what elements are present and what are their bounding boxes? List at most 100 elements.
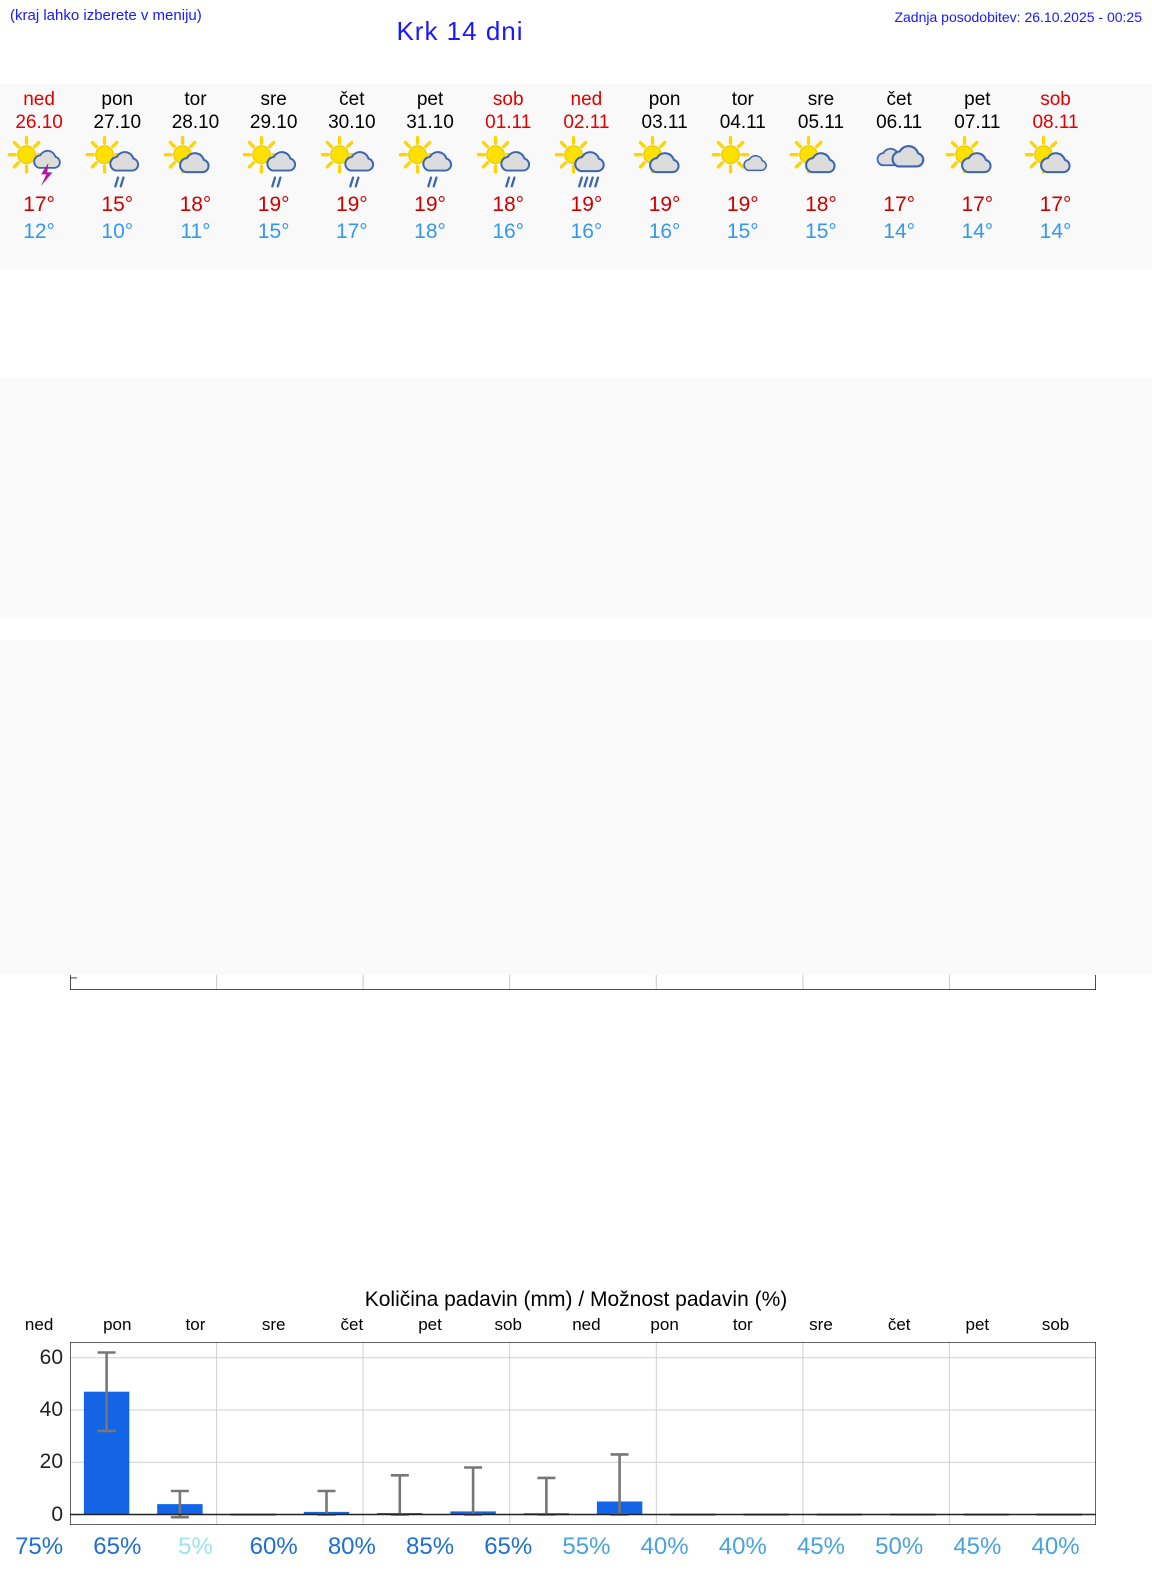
day-of-week: pet	[416, 89, 444, 110]
precip-probability: 65%	[93, 1533, 142, 1560]
day-column[interactable]: ned 26.10 17° 12°	[0, 84, 78, 269]
precip-day-label: sre	[809, 1315, 833, 1334]
sun-cloud-icon	[782, 136, 860, 189]
day-of-week: sre	[807, 89, 835, 110]
day-of-week: ned	[23, 89, 55, 110]
precip-day-label: sob	[1041, 1315, 1070, 1334]
precip-probability: 45%	[953, 1533, 1002, 1560]
temp-min: 14°	[1039, 220, 1072, 243]
temp-max: 17°	[23, 193, 55, 216]
location-hint: (kraj lahko izberete v meniju)	[10, 7, 202, 24]
temp-max: 18°	[492, 193, 525, 216]
temp-max: 19°	[648, 193, 681, 216]
day-of-week: pet	[964, 89, 991, 110]
sun-cloud-rain-icon	[313, 136, 391, 189]
temp-min: 14°	[883, 220, 916, 243]
day-column[interactable]: sob 08.11 17° 14°	[1016, 84, 1094, 269]
day-column[interactable]: tor 28.10 18° 11°	[156, 84, 234, 269]
temp-max: 19°	[570, 193, 603, 216]
day-of-week: ned	[570, 89, 603, 110]
temp-min: 16°	[570, 220, 603, 243]
temp-min: 16°	[648, 220, 681, 243]
day-column[interactable]: ned 02.11 19° 16°	[547, 84, 625, 269]
day-column[interactable]: čet 30.10 19° 17°	[313, 84, 391, 269]
day-date: 08.11	[1032, 112, 1079, 133]
sun-cloud-heavy-rain-icon	[547, 136, 625, 189]
precip-y-tick-label: 60	[39, 1345, 63, 1369]
day-date: 01.11	[485, 112, 532, 133]
day-date: 04.11	[719, 112, 766, 133]
day-column[interactable]: pon 03.11 19° 16°	[626, 84, 704, 269]
sun-cloud-thunder-icon	[0, 136, 78, 189]
temp-min: 15°	[805, 220, 837, 243]
day-column[interactable]: tor 04.11 19° 15°	[704, 84, 782, 269]
day-of-week: pon	[648, 89, 681, 110]
day-date: 07.11	[954, 112, 1001, 133]
precip-day-label: pon	[103, 1315, 132, 1334]
day-of-week: sob	[492, 89, 524, 110]
day-of-week: tor	[184, 89, 207, 110]
precipitation-probability-row: 75% 65% 5% 60% 80% 85% 65% 55% 40% 40% 45% 50% 45% 40…	[0, 1533, 1152, 1578]
precip-day-label: pon	[650, 1315, 679, 1334]
precip-probability: 45%	[796, 1533, 845, 1560]
precip-probability: 80%	[327, 1533, 376, 1560]
temp-max: 17°	[1039, 193, 1072, 216]
day-of-week: sob	[1040, 89, 1071, 110]
temp-min: 16°	[492, 220, 525, 243]
temp-max: 18°	[179, 193, 212, 216]
temp-max: 19°	[335, 193, 368, 216]
day-date: 31.10	[406, 112, 454, 133]
last-updated: Zadnja posodobitev: 26.10.2025 - 00:25	[894, 9, 1142, 25]
temp-min: 11°	[180, 220, 211, 243]
temp-min: 18°	[414, 220, 446, 243]
precip-probability: 55%	[562, 1533, 611, 1560]
precip-probability: 40%	[640, 1533, 689, 1560]
sun-cloud-rain-icon	[235, 136, 313, 189]
temp-max: 17°	[883, 193, 916, 216]
day-date: 06.11	[876, 112, 923, 133]
precip-probability: 85%	[406, 1533, 455, 1560]
day-column[interactable]: pet 31.10 19° 18°	[391, 84, 469, 269]
temp-min: 15°	[726, 220, 759, 243]
temp-max: 19°	[414, 193, 446, 216]
day-of-week: čet	[339, 89, 365, 110]
day-column[interactable]: pet 07.11 17° 14°	[938, 84, 1016, 269]
precip-probability: 60%	[249, 1533, 298, 1560]
day-column[interactable]: sob 01.11 18° 16°	[469, 84, 547, 269]
day-column[interactable]: sre 29.10 19° 15°	[235, 84, 313, 269]
day-column[interactable]: sre 05.11 18° 15°	[782, 84, 860, 269]
day-date: 27.10	[93, 112, 142, 133]
day-of-week: tor	[731, 89, 754, 110]
temp-max: 19°	[726, 193, 759, 216]
precip-day-label: čet	[340, 1315, 364, 1334]
sun-cloud-icon	[938, 136, 1016, 189]
precipitation-chart-title: Količina padavin (mm) / Možnost padavin …	[364, 1288, 788, 1311]
day-date: 03.11	[641, 112, 688, 133]
sun-cloud-rain-icon	[469, 136, 547, 189]
day-date: 02.11	[563, 112, 610, 133]
sun-cloud-icon	[156, 136, 234, 189]
precipitation-plot: 0 20 40 60	[40, 1342, 1096, 1526]
day-date: 29.10	[249, 112, 298, 133]
precip-day-label: ned	[24, 1315, 54, 1334]
day-of-week: sre	[260, 89, 287, 110]
day-date: 26.10	[15, 112, 63, 133]
day-of-week: čet	[886, 89, 912, 110]
precip-probability: 40%	[1031, 1533, 1080, 1560]
sun-small-cloud-icon	[704, 136, 782, 189]
precip-day-label: tor	[732, 1315, 753, 1334]
page-title: Krk 14 dni	[396, 16, 524, 46]
day-date: 30.10	[328, 112, 376, 133]
sun-cloud-rain-icon	[78, 136, 156, 189]
sun-cloud-icon	[626, 136, 704, 189]
cloudy-icon	[860, 137, 938, 189]
precip-probability: 5%	[178, 1533, 213, 1560]
precipitation-day-labels: ned pon tor sre čet pet sob ned pon tor sre čet pet s…	[0, 1315, 1152, 1339]
precip-probability: 65%	[484, 1533, 533, 1560]
day-column[interactable]: pon 27.10 15° 10°	[78, 84, 156, 269]
temp-min: 12°	[23, 220, 55, 243]
page-header: (kraj lahko izberete v meniju) Krk 14 dn…	[0, 0, 1152, 80]
day-date: 28.10	[171, 112, 220, 133]
precip-probability: 40%	[718, 1533, 767, 1560]
day-column[interactable]: čet 06.11 17° 14°	[860, 84, 938, 269]
